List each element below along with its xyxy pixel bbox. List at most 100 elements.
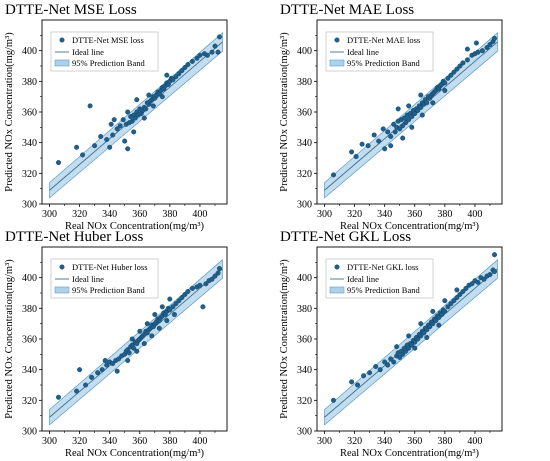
x-tick-label: 380 bbox=[162, 436, 177, 447]
scatter-point bbox=[209, 276, 215, 282]
scatter-point bbox=[170, 77, 176, 83]
scatter-point bbox=[412, 345, 418, 351]
scatter-point bbox=[167, 307, 173, 313]
scatter-point bbox=[209, 49, 215, 55]
chart-title: DTTE-Net MAE Loss bbox=[280, 2, 414, 18]
x-tick-label: 340 bbox=[102, 209, 117, 220]
scatter-point bbox=[406, 117, 412, 123]
scatter-point bbox=[215, 49, 221, 55]
legend-label: 95% Prediction Band bbox=[347, 285, 420, 295]
x-tick-label: 360 bbox=[407, 209, 422, 220]
scatter-point bbox=[129, 336, 135, 342]
scatter-point bbox=[349, 379, 355, 385]
chart-panel-4: DTTE-Net GKL Loss 300 320 340 360 380 400 300 32… bbox=[279, 229, 503, 459]
legend-band-marker bbox=[54, 286, 70, 294]
x-axis-label: Real NOx Concentration(mg/m³) bbox=[65, 221, 205, 232]
y-tick-label: 320 bbox=[22, 169, 37, 180]
scatter-point bbox=[353, 153, 359, 159]
y-tick-label: 300 bbox=[297, 200, 312, 211]
scatter-point bbox=[469, 281, 475, 287]
scatter-point bbox=[448, 72, 454, 78]
scatter-point bbox=[131, 129, 137, 135]
scatter-point bbox=[371, 132, 377, 138]
y-tick-label: 400 bbox=[297, 273, 312, 284]
scatter-point bbox=[95, 370, 101, 376]
scatter-point bbox=[171, 312, 177, 318]
scatter-point bbox=[395, 106, 401, 112]
scatter-point bbox=[464, 57, 470, 63]
scatter-point bbox=[492, 252, 498, 258]
scatter-point bbox=[144, 321, 150, 327]
x-tick-label: 360 bbox=[132, 436, 147, 447]
scatter-point bbox=[400, 135, 406, 141]
plot-area bbox=[324, 32, 498, 199]
x-tick-label: 300 bbox=[42, 436, 57, 447]
y-tick-label: 300 bbox=[297, 427, 312, 438]
y-tick-label: 340 bbox=[22, 138, 37, 149]
scatter-point bbox=[189, 285, 195, 291]
x-tick-label: 320 bbox=[72, 436, 87, 447]
y-axis-label: Predicted NOx Concentration(mg/m³) bbox=[279, 32, 290, 192]
y-tick-label: 320 bbox=[297, 169, 312, 180]
scatter-point bbox=[400, 351, 406, 357]
scatter-point bbox=[385, 129, 391, 135]
legend-label: Ideal line bbox=[347, 47, 379, 57]
scatter-point bbox=[454, 66, 460, 72]
scatter-point bbox=[391, 121, 397, 127]
scatter-point bbox=[391, 359, 397, 365]
scatter-point bbox=[152, 312, 158, 318]
y-tick-label: 340 bbox=[22, 365, 37, 376]
scatter-point bbox=[409, 124, 415, 130]
x-tick-label: 400 bbox=[192, 436, 207, 447]
scatter-point bbox=[430, 100, 436, 106]
legend-label: 95% Prediction Band bbox=[72, 285, 145, 295]
legend-band-marker bbox=[54, 59, 70, 67]
y-tick-label: 300 bbox=[22, 200, 37, 211]
y-tick-label: 340 bbox=[297, 365, 312, 376]
scatter-point bbox=[400, 123, 406, 129]
y-tick-label: 380 bbox=[297, 77, 312, 88]
scatter-point bbox=[373, 364, 379, 370]
scatter-point bbox=[479, 48, 485, 54]
legend-point-marker bbox=[334, 264, 340, 270]
scatter-point bbox=[424, 100, 430, 106]
legend-band-marker bbox=[329, 286, 345, 294]
scatter-point bbox=[185, 62, 191, 68]
scatter-point bbox=[216, 34, 222, 40]
scatter-point bbox=[203, 281, 209, 287]
scatter-point bbox=[125, 358, 131, 364]
y-tick-label: 400 bbox=[22, 46, 37, 57]
legend-band-marker bbox=[329, 59, 345, 67]
scatter-point bbox=[116, 356, 122, 362]
scatter-point bbox=[159, 94, 165, 100]
y-tick-label: 360 bbox=[22, 335, 37, 346]
legend-label: Ideal line bbox=[72, 47, 104, 57]
scatter-point bbox=[442, 308, 448, 314]
scatter-point bbox=[185, 289, 191, 295]
x-tick-label: 400 bbox=[192, 209, 207, 220]
scatter-point bbox=[419, 112, 425, 118]
scatter-point bbox=[159, 304, 165, 310]
scatter-point bbox=[392, 129, 398, 135]
y-tick-label: 380 bbox=[297, 304, 312, 315]
scatter-point bbox=[421, 330, 427, 336]
scatter-point bbox=[464, 46, 470, 52]
scatter-point bbox=[359, 141, 365, 147]
scatter-point bbox=[442, 87, 448, 93]
scatter-point bbox=[427, 324, 433, 330]
scatter-point bbox=[212, 273, 218, 279]
scatter-point bbox=[406, 345, 412, 351]
scatter-point bbox=[418, 333, 424, 339]
x-axis-label: Real NOx Concentration(mg/m³) bbox=[340, 448, 480, 459]
scatter-point bbox=[114, 126, 120, 132]
x-tick-label: 360 bbox=[132, 209, 147, 220]
scatter-point bbox=[487, 272, 493, 278]
x-tick-label: 300 bbox=[317, 209, 332, 220]
scatter-point bbox=[146, 92, 152, 98]
scatter-point bbox=[415, 107, 421, 113]
scatter-point bbox=[182, 64, 188, 70]
plot-area bbox=[49, 259, 223, 426]
scatter-point bbox=[424, 335, 430, 341]
scatter-point bbox=[481, 276, 487, 282]
legend-label: DTTE-Net MSE loss bbox=[72, 35, 144, 45]
